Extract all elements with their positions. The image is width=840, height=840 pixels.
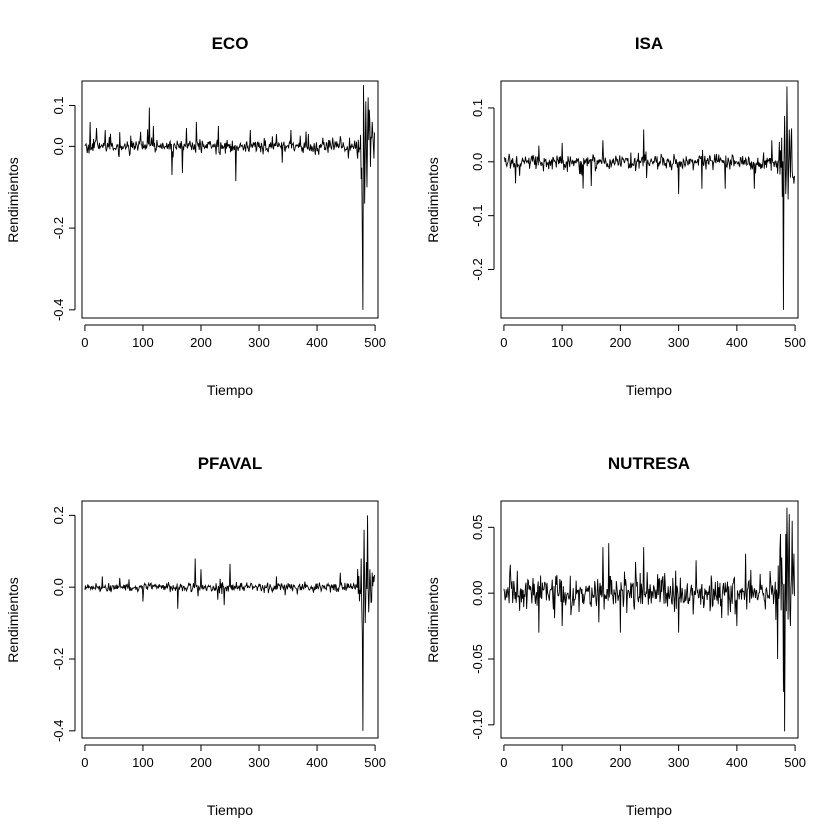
y-tick-label: -0.4 — [51, 720, 66, 742]
x-tick-label: 300 — [668, 755, 690, 770]
x-tick-label: 100 — [132, 755, 154, 770]
x-tick-label: 100 — [132, 335, 154, 350]
y-tick-label: 0.1 — [51, 96, 66, 114]
y-axis-label: Rendimientos — [5, 157, 21, 243]
x-tick-label: 0 — [81, 755, 88, 770]
x-axis-label: Tiempo — [626, 382, 672, 398]
return-series — [503, 86, 795, 310]
series-line — [503, 86, 795, 310]
y-tick-label: -0.10 — [470, 710, 485, 740]
y-tick-label: -0.2 — [51, 217, 66, 239]
series-line — [84, 85, 375, 310]
y-axis-label: Rendimientos — [425, 577, 441, 663]
x-tick-label: 0 — [81, 335, 88, 350]
plot-box — [500, 80, 799, 319]
x-tick-label: 300 — [668, 335, 690, 350]
y-tick-label: 0.0 — [51, 137, 66, 155]
x-tick-label: 400 — [306, 755, 328, 770]
y-axis-label: Rendimientos — [5, 577, 21, 663]
x-axis-label: Tiempo — [207, 382, 253, 398]
series-line — [84, 515, 375, 731]
x-tick-label: 200 — [190, 755, 212, 770]
y-tick-label: 0.00 — [470, 581, 485, 606]
y-tick-label: -0.05 — [470, 644, 485, 674]
chart-title: PFAVAL — [198, 454, 263, 473]
x-axis: 0 100 200 300 400 500 — [500, 744, 806, 770]
y-tick-label: 0.0 — [470, 153, 485, 171]
x-tick-label: 200 — [190, 335, 212, 350]
panel-pfaval: PFAVAL Tiempo Rendimientos 0 100 200 300 400… — [5, 454, 386, 818]
x-tick-label: 200 — [610, 335, 632, 350]
panel-eco: ECO Tiempo Rendimientos 0 100 200 300 400 500… — [5, 34, 386, 398]
y-tick-label: 0.2 — [51, 506, 66, 524]
x-tick-label: 0 — [500, 335, 507, 350]
y-axis: -0.4 -0.2 0.0 0.1 — [51, 96, 76, 321]
x-tick-label: 300 — [248, 755, 270, 770]
x-tick-label: 100 — [551, 755, 573, 770]
y-axis: -0.4 -0.2 0.0 0.2 — [51, 506, 76, 742]
y-axis: -0.2 -0.1 0.0 0.1 — [470, 99, 495, 281]
y-axis-label: Rendimientos — [425, 157, 441, 243]
return-series — [84, 515, 375, 731]
chart-title: ISA — [635, 34, 663, 53]
return-series — [84, 85, 375, 310]
x-tick-label: 400 — [306, 335, 328, 350]
x-tick-label: 500 — [784, 755, 806, 770]
y-tick-label: 0.05 — [470, 515, 485, 540]
plot-box — [81, 80, 379, 319]
x-tick-label: 0 — [500, 755, 507, 770]
x-tick-label: 400 — [726, 755, 748, 770]
plot-box — [81, 500, 379, 739]
return-series — [503, 507, 795, 732]
y-axis: -0.10 -0.05 0.00 0.05 — [470, 515, 495, 740]
x-axis: 0 100 200 300 400 500 — [81, 744, 386, 770]
panel-nutresa: NUTRESA Tiempo Rendimientos 0 100 200 300 40… — [425, 454, 806, 818]
y-tick-label: -0.1 — [470, 204, 485, 226]
series-line — [503, 507, 795, 732]
y-tick-label: -0.4 — [51, 299, 66, 321]
chart-title: ECO — [212, 34, 249, 53]
x-tick-label: 500 — [364, 755, 386, 770]
x-tick-label: 100 — [551, 335, 573, 350]
panel-isa: ISA Tiempo Rendimientos 0 100 200 300 400 500… — [425, 34, 806, 398]
x-tick-label: 500 — [784, 335, 806, 350]
plot-box — [500, 500, 799, 739]
chart-title: NUTRESA — [608, 454, 690, 473]
y-tick-label: -0.2 — [470, 258, 485, 280]
y-tick-label: -0.2 — [51, 648, 66, 670]
x-axis-label: Tiempo — [626, 802, 672, 818]
x-tick-label: 500 — [364, 335, 386, 350]
x-tick-label: 200 — [610, 755, 632, 770]
x-axis-label: Tiempo — [207, 802, 253, 818]
y-tick-label: 0.0 — [51, 578, 66, 596]
y-tick-label: 0.1 — [470, 99, 485, 117]
x-tick-label: 300 — [248, 335, 270, 350]
x-axis: 0 100 200 300 400 500 — [500, 324, 806, 350]
x-axis: 0 100 200 300 400 500 — [81, 324, 386, 350]
x-tick-label: 400 — [726, 335, 748, 350]
